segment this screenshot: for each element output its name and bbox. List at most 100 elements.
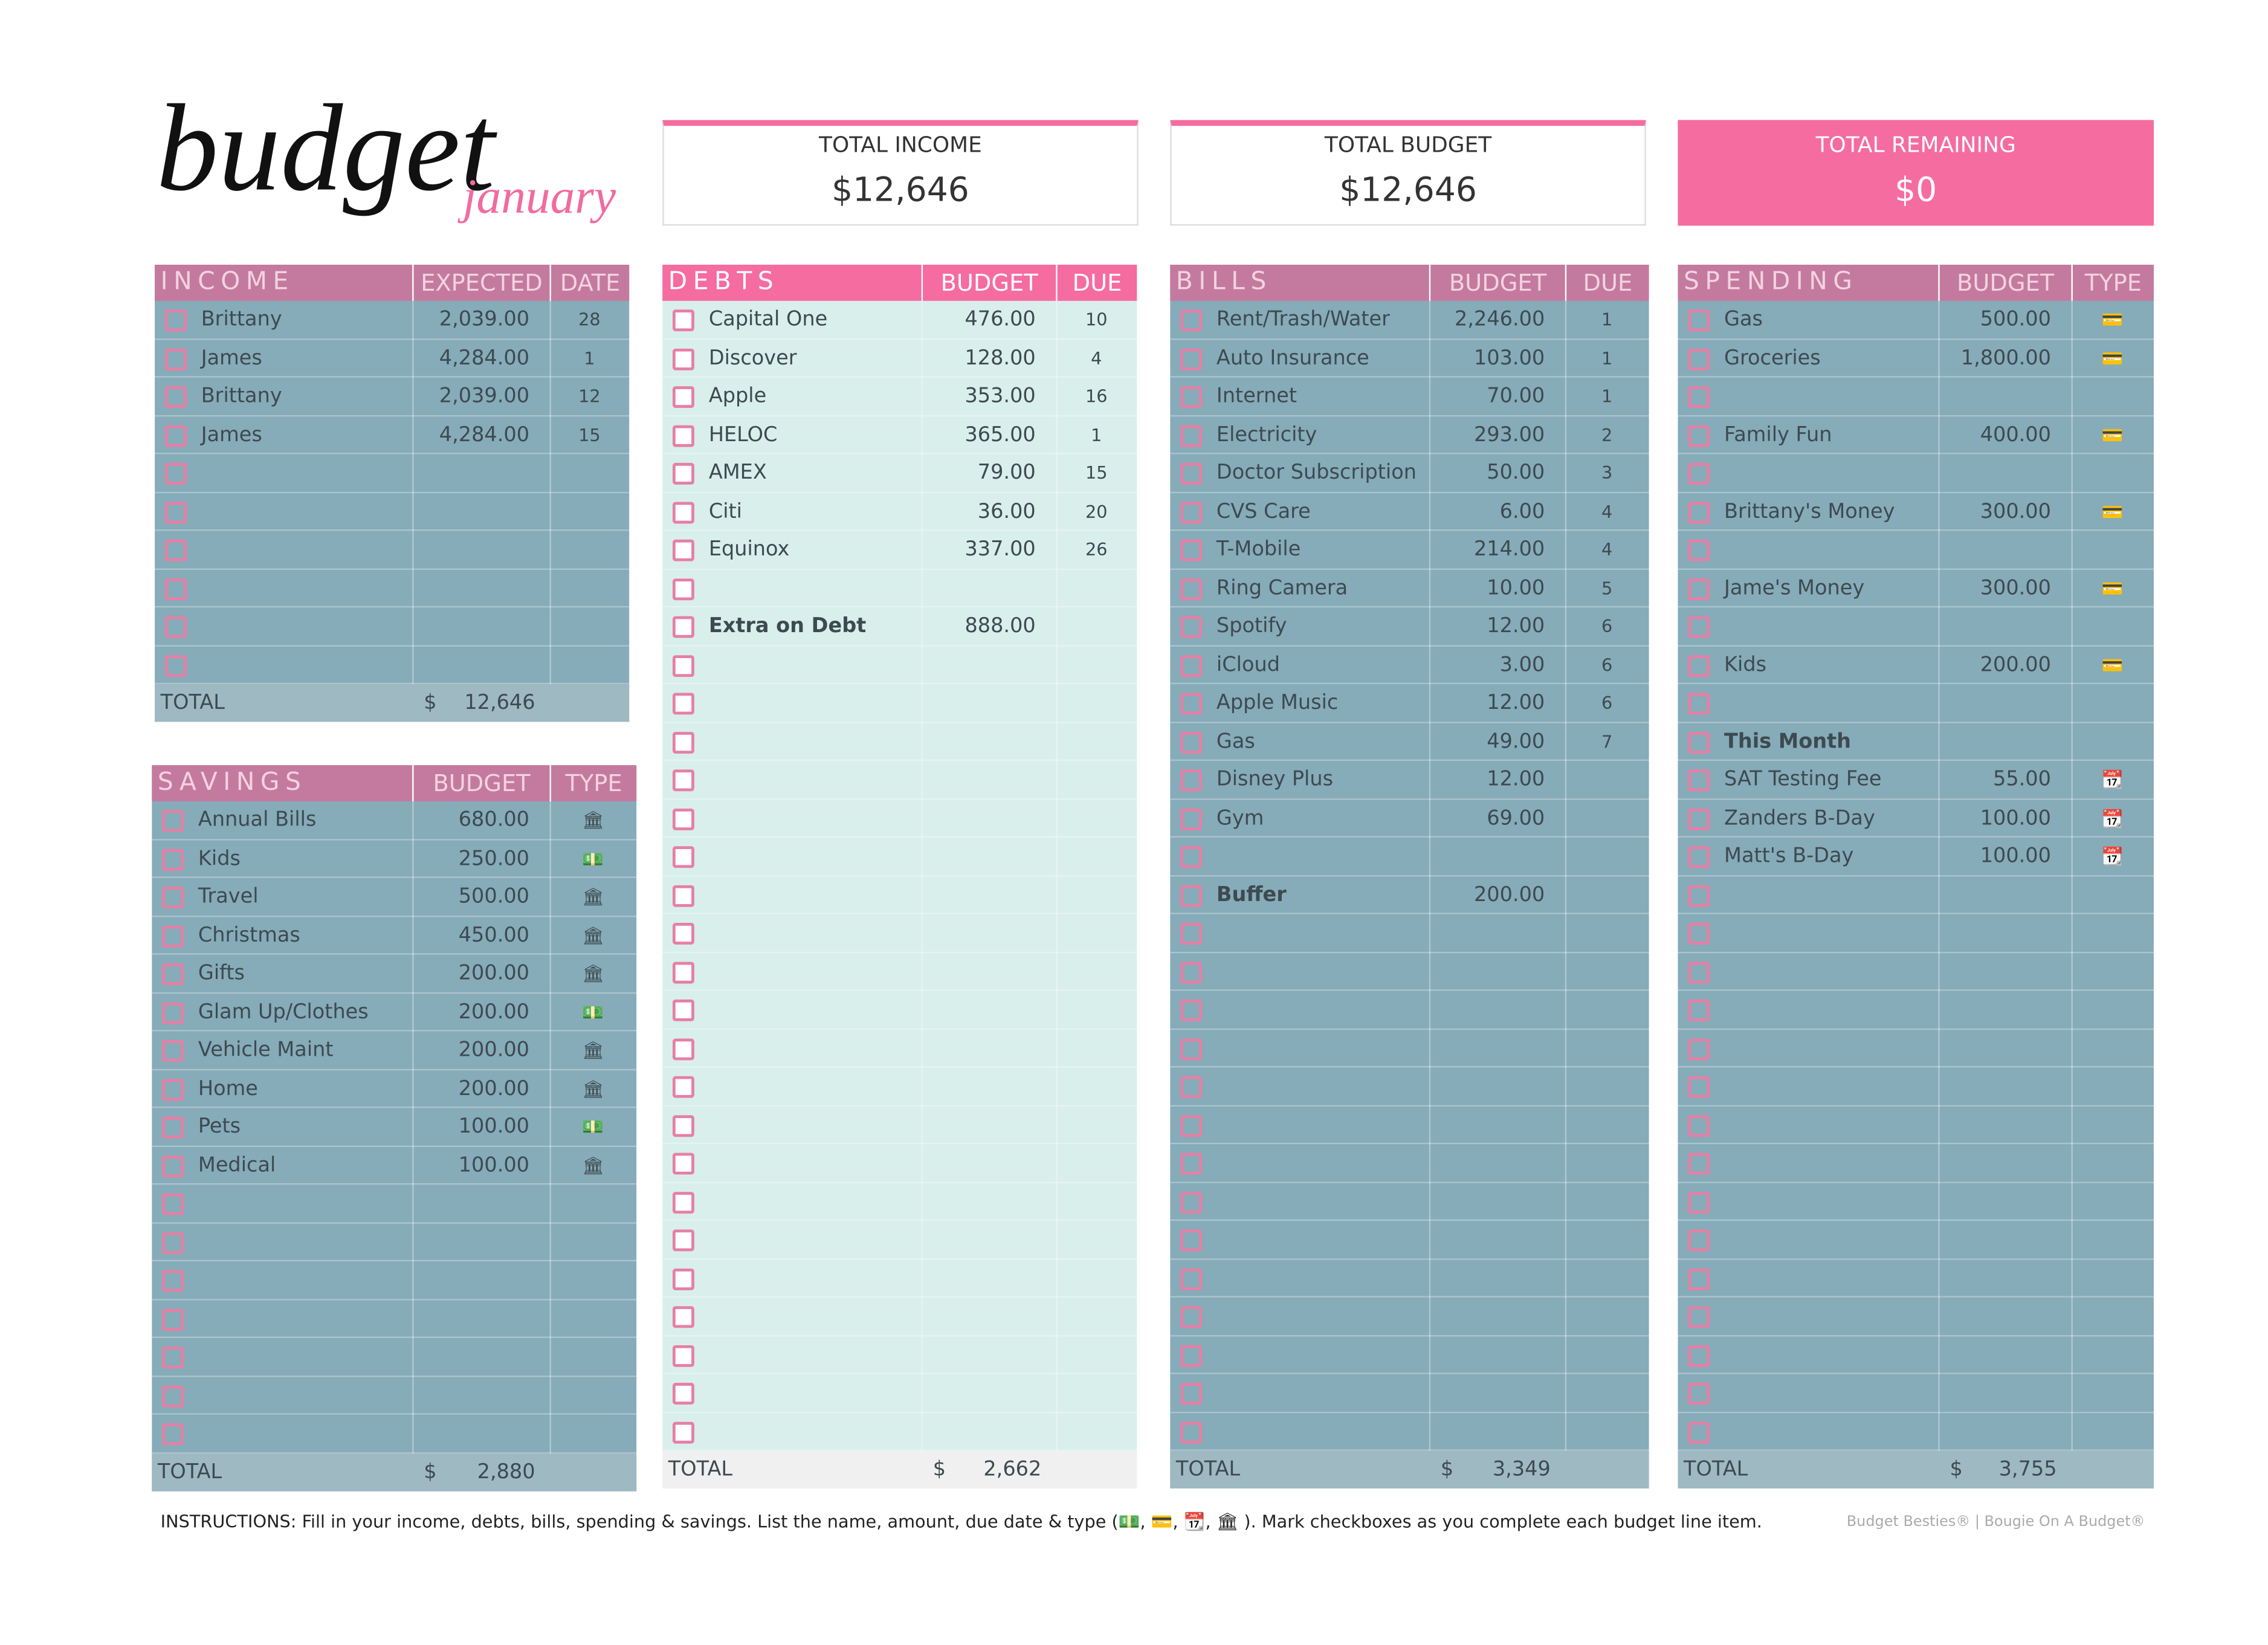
checkbox[interactable] (1180, 1383, 1202, 1405)
checkbox[interactable] (162, 1308, 184, 1330)
checkbox[interactable] (672, 501, 694, 523)
checkbox[interactable] (672, 1191, 694, 1213)
checkbox[interactable] (1688, 1038, 1710, 1060)
checkbox[interactable] (672, 1383, 694, 1405)
checkbox[interactable] (1180, 769, 1202, 792)
checkbox[interactable] (1180, 846, 1202, 868)
checkbox[interactable] (672, 884, 694, 907)
checkbox[interactable] (1180, 1038, 1202, 1060)
checkbox[interactable] (1180, 1076, 1202, 1098)
checkbox[interactable] (1688, 1421, 1710, 1443)
checkbox[interactable] (1180, 309, 1202, 332)
checkbox[interactable] (162, 1155, 184, 1177)
checkbox[interactable] (672, 807, 694, 830)
checkbox[interactable] (162, 1270, 184, 1292)
checkbox[interactable] (164, 501, 187, 523)
checkbox[interactable] (1688, 1229, 1710, 1252)
checkbox[interactable] (672, 769, 694, 792)
checkbox[interactable] (1688, 309, 1710, 332)
checkbox[interactable] (672, 309, 694, 332)
checkbox[interactable] (672, 1152, 694, 1175)
checkbox[interactable] (162, 1039, 184, 1062)
checkbox[interactable] (1180, 1229, 1202, 1252)
checkbox[interactable] (672, 846, 694, 868)
checkbox[interactable] (1688, 539, 1710, 561)
checkbox[interactable] (672, 578, 694, 600)
checkbox[interactable] (672, 961, 694, 983)
checkbox[interactable] (164, 424, 187, 447)
checkbox[interactable] (162, 848, 184, 870)
checkbox[interactable] (1688, 1076, 1710, 1098)
checkbox[interactable] (1688, 846, 1710, 868)
checkbox[interactable] (164, 347, 187, 370)
checkbox[interactable] (1180, 807, 1202, 830)
checkbox[interactable] (1688, 1344, 1710, 1366)
checkbox[interactable] (1688, 1114, 1710, 1137)
checkbox[interactable] (1688, 424, 1710, 447)
checkbox[interactable] (672, 539, 694, 561)
checkbox[interactable] (1688, 1383, 1710, 1405)
checkbox[interactable] (1688, 347, 1710, 370)
checkbox[interactable] (164, 309, 187, 332)
checkbox[interactable] (164, 539, 187, 561)
checkbox[interactable] (672, 731, 694, 753)
checkbox[interactable] (1180, 539, 1202, 561)
checkbox[interactable] (672, 1421, 694, 1443)
checkbox[interactable] (1688, 386, 1710, 408)
checkbox[interactable] (672, 386, 694, 408)
checkbox[interactable] (1180, 462, 1202, 485)
checkbox[interactable] (1688, 961, 1710, 983)
checkbox[interactable] (1180, 616, 1202, 638)
checkbox[interactable] (672, 1076, 694, 1098)
checkbox[interactable] (1180, 1421, 1202, 1443)
checkbox[interactable] (1180, 884, 1202, 907)
checkbox[interactable] (162, 887, 184, 909)
checkbox[interactable] (1688, 769, 1710, 792)
checkbox[interactable] (672, 347, 694, 370)
checkbox[interactable] (1180, 386, 1202, 408)
checkbox[interactable] (672, 424, 694, 447)
checkbox[interactable] (1688, 1267, 1710, 1290)
checkbox[interactable] (164, 578, 187, 600)
checkbox[interactable] (1688, 578, 1710, 600)
checkbox[interactable] (672, 616, 694, 638)
checkbox[interactable] (1180, 347, 1202, 370)
checkbox[interactable] (672, 462, 694, 485)
checkbox[interactable] (672, 1344, 694, 1366)
checkbox[interactable] (1180, 731, 1202, 753)
checkbox[interactable] (162, 1078, 184, 1100)
checkbox[interactable] (1180, 578, 1202, 600)
checkbox[interactable] (1180, 999, 1202, 1021)
checkbox[interactable] (162, 810, 184, 832)
checkbox[interactable] (672, 693, 694, 715)
checkbox[interactable] (162, 1232, 184, 1253)
checkbox[interactable] (672, 1229, 694, 1252)
checkbox[interactable] (162, 1346, 184, 1369)
checkbox[interactable] (162, 963, 184, 985)
checkbox[interactable] (1180, 923, 1202, 945)
checkbox[interactable] (672, 654, 694, 676)
checkbox[interactable] (1688, 1306, 1710, 1328)
checkbox[interactable] (1688, 807, 1710, 830)
checkbox[interactable] (1180, 1114, 1202, 1137)
checkbox[interactable] (162, 925, 184, 947)
checkbox[interactable] (1180, 1267, 1202, 1290)
checkbox[interactable] (1180, 501, 1202, 523)
checkbox[interactable] (1688, 923, 1710, 945)
checkbox[interactable] (1688, 616, 1710, 638)
checkbox[interactable] (1688, 501, 1710, 523)
checkbox[interactable] (162, 1116, 184, 1139)
checkbox[interactable] (1688, 731, 1710, 753)
checkbox[interactable] (1688, 1191, 1710, 1213)
checkbox[interactable] (672, 1267, 694, 1290)
checkbox[interactable] (1688, 884, 1710, 907)
checkbox[interactable] (672, 999, 694, 1021)
checkbox[interactable] (1180, 1152, 1202, 1175)
checkbox[interactable] (1180, 1306, 1202, 1328)
checkbox[interactable] (1180, 961, 1202, 983)
checkbox[interactable] (1180, 424, 1202, 447)
checkbox[interactable] (672, 1306, 694, 1328)
checkbox[interactable] (1688, 693, 1710, 715)
checkbox[interactable] (1180, 1191, 1202, 1213)
checkbox[interactable] (1180, 693, 1202, 715)
